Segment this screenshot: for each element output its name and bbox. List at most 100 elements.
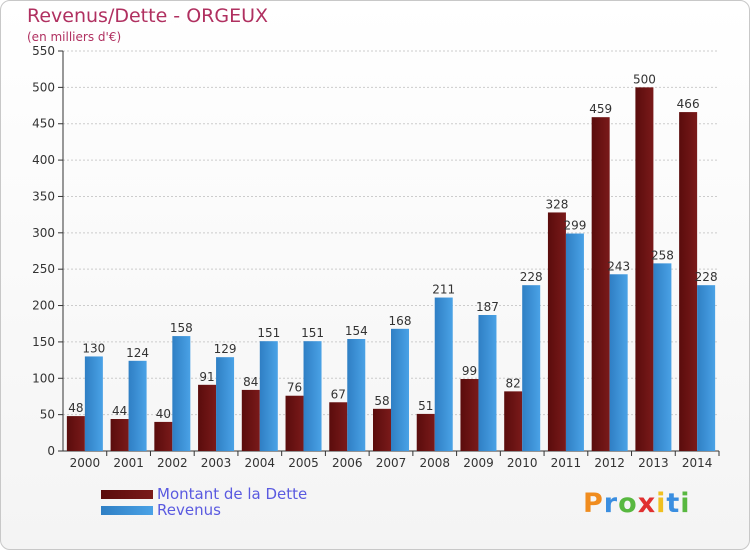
bar-revenus: [697, 285, 716, 451]
legend-swatch-revenus: [101, 505, 153, 515]
data-label-revenus: 130: [82, 341, 105, 355]
data-label-dette: 82: [506, 376, 521, 390]
x-tick-label: 2006: [332, 456, 363, 470]
data-label-revenus: 151: [257, 326, 280, 340]
bar-revenus: [259, 341, 278, 451]
data-label-revenus: 168: [389, 314, 412, 328]
legend-item-revenus: Revenus: [101, 502, 307, 518]
y-tick-label: 550: [32, 44, 55, 58]
data-label-revenus: 158: [170, 321, 193, 335]
y-tick-label: 300: [32, 226, 55, 240]
proxiti-logo: Proxiti: [583, 488, 691, 519]
legend-label-dette: Montant de la Dette: [157, 485, 308, 503]
bar-revenus: [216, 357, 235, 451]
x-tick-label: 2004: [245, 456, 276, 470]
y-tick-label: 350: [32, 189, 55, 203]
bar-dette: [110, 419, 129, 451]
data-label-dette: 67: [331, 387, 346, 401]
data-label-dette: 328: [545, 197, 568, 211]
y-tick-label: 450: [32, 117, 55, 131]
y-tick-label: 150: [32, 335, 55, 349]
bar-revenus: [653, 263, 672, 451]
data-label-dette: 466: [677, 97, 700, 111]
bar-dette: [416, 413, 435, 451]
x-tick-label: 2001: [113, 456, 144, 470]
x-tick-label: 2011: [551, 456, 582, 470]
bar-dette: [635, 87, 654, 451]
bar-dette: [198, 384, 217, 451]
data-label-dette: 91: [199, 370, 214, 384]
bar-revenus: [565, 233, 584, 451]
data-label-dette: 58: [374, 394, 389, 408]
bar-dette: [547, 212, 566, 451]
logo-letter: r: [603, 488, 619, 519]
data-label-dette: 40: [156, 407, 171, 421]
data-label-revenus: 154: [345, 324, 368, 338]
x-tick-label: 2009: [463, 456, 494, 470]
bar-revenus: [84, 356, 103, 451]
bar-revenus: [609, 274, 628, 451]
x-tick-label: 2005: [288, 456, 319, 470]
bar-revenus: [347, 339, 366, 451]
bar-revenus: [303, 341, 322, 451]
x-tick-label: 2002: [157, 456, 188, 470]
x-tick-label: 2008: [419, 456, 450, 470]
data-label-dette: 76: [287, 381, 302, 395]
y-tick-label: 200: [32, 299, 55, 313]
data-label-revenus: 299: [563, 219, 586, 233]
data-label-revenus: 228: [695, 270, 718, 284]
y-tick-label: 0: [47, 444, 55, 458]
bar-dette: [241, 389, 260, 451]
bar-dette: [591, 117, 610, 451]
data-label-dette: 459: [589, 102, 612, 116]
chart-subtitle: (en milliers d'€): [27, 30, 122, 44]
bar-dette: [66, 416, 85, 451]
data-label-dette: 44: [112, 404, 127, 418]
logo-letter: o: [618, 488, 638, 519]
logo-letter: t: [666, 488, 681, 519]
data-label-revenus: 151: [301, 326, 324, 340]
x-tick-label: 2013: [638, 456, 669, 470]
logo-letter: i: [680, 488, 691, 519]
data-label-revenus: 211: [432, 283, 455, 297]
data-label-revenus: 243: [607, 259, 630, 273]
data-label-revenus: 124: [126, 346, 149, 360]
bar-dette: [504, 391, 523, 451]
y-tick-label: 250: [32, 262, 55, 276]
x-tick-label: 2012: [594, 456, 625, 470]
data-label-revenus: 187: [476, 300, 499, 314]
bar-dette: [373, 408, 391, 451]
bar-dette: [285, 395, 304, 451]
data-label-dette: 48: [68, 401, 83, 415]
data-label-dette: 51: [418, 399, 433, 413]
bar-dette: [679, 112, 698, 451]
legend-item-dette: Montant de la Dette: [101, 486, 307, 502]
chart-title: Revenus/Dette - ORGEUX: [27, 5, 269, 27]
bar-dette: [154, 421, 173, 451]
y-tick-label: 50: [40, 408, 55, 422]
data-label-revenus: 129: [214, 342, 237, 356]
x-tick-label: 2014: [682, 456, 713, 470]
logo-letter: P: [583, 488, 604, 519]
y-tick-label: 100: [32, 371, 55, 385]
x-tick-label: 2000: [70, 456, 101, 470]
x-tick-label: 2010: [507, 456, 538, 470]
logo-letter: x: [637, 488, 657, 519]
bar-revenus: [478, 315, 497, 451]
bar-revenus: [172, 336, 191, 451]
legend-swatch-dette: [101, 489, 153, 499]
legend: Montant de la Dette Revenus: [101, 486, 307, 518]
y-tick-label: 400: [32, 153, 55, 167]
data-label-dette: 99: [462, 364, 477, 378]
bar-revenus: [522, 285, 541, 451]
data-label-revenus: 258: [651, 248, 674, 262]
y-tick-label: 500: [32, 80, 55, 94]
bar-dette: [460, 379, 479, 451]
bar-dette: [329, 402, 348, 451]
bar-revenus: [391, 328, 409, 451]
bar-revenus: [434, 297, 453, 451]
data-label-dette: 84: [243, 375, 258, 389]
data-label-revenus: 228: [520, 270, 543, 284]
legend-label-revenus: Revenus: [157, 501, 221, 519]
